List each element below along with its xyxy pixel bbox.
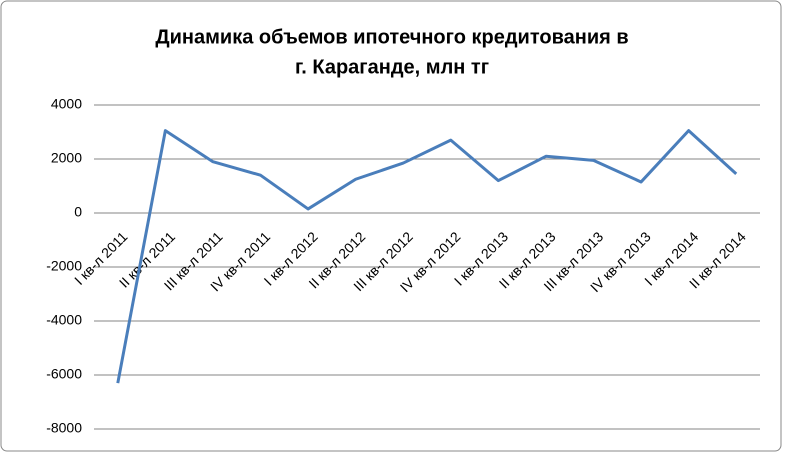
chart-title: г. Караганде, млн тг xyxy=(295,56,489,78)
y-tick-label: -6000 xyxy=(46,366,82,382)
y-tick-label: -8000 xyxy=(46,420,82,436)
y-tick-label: 4000 xyxy=(51,96,82,112)
y-tick-label: -4000 xyxy=(46,312,82,328)
chart-title: Динамика объемов ипотечного кредитования… xyxy=(155,26,628,48)
y-tick-label: 2000 xyxy=(51,150,82,166)
y-tick-label: 0 xyxy=(74,204,82,220)
data-line xyxy=(116,129,738,384)
y-tick-label: -2000 xyxy=(46,258,82,274)
